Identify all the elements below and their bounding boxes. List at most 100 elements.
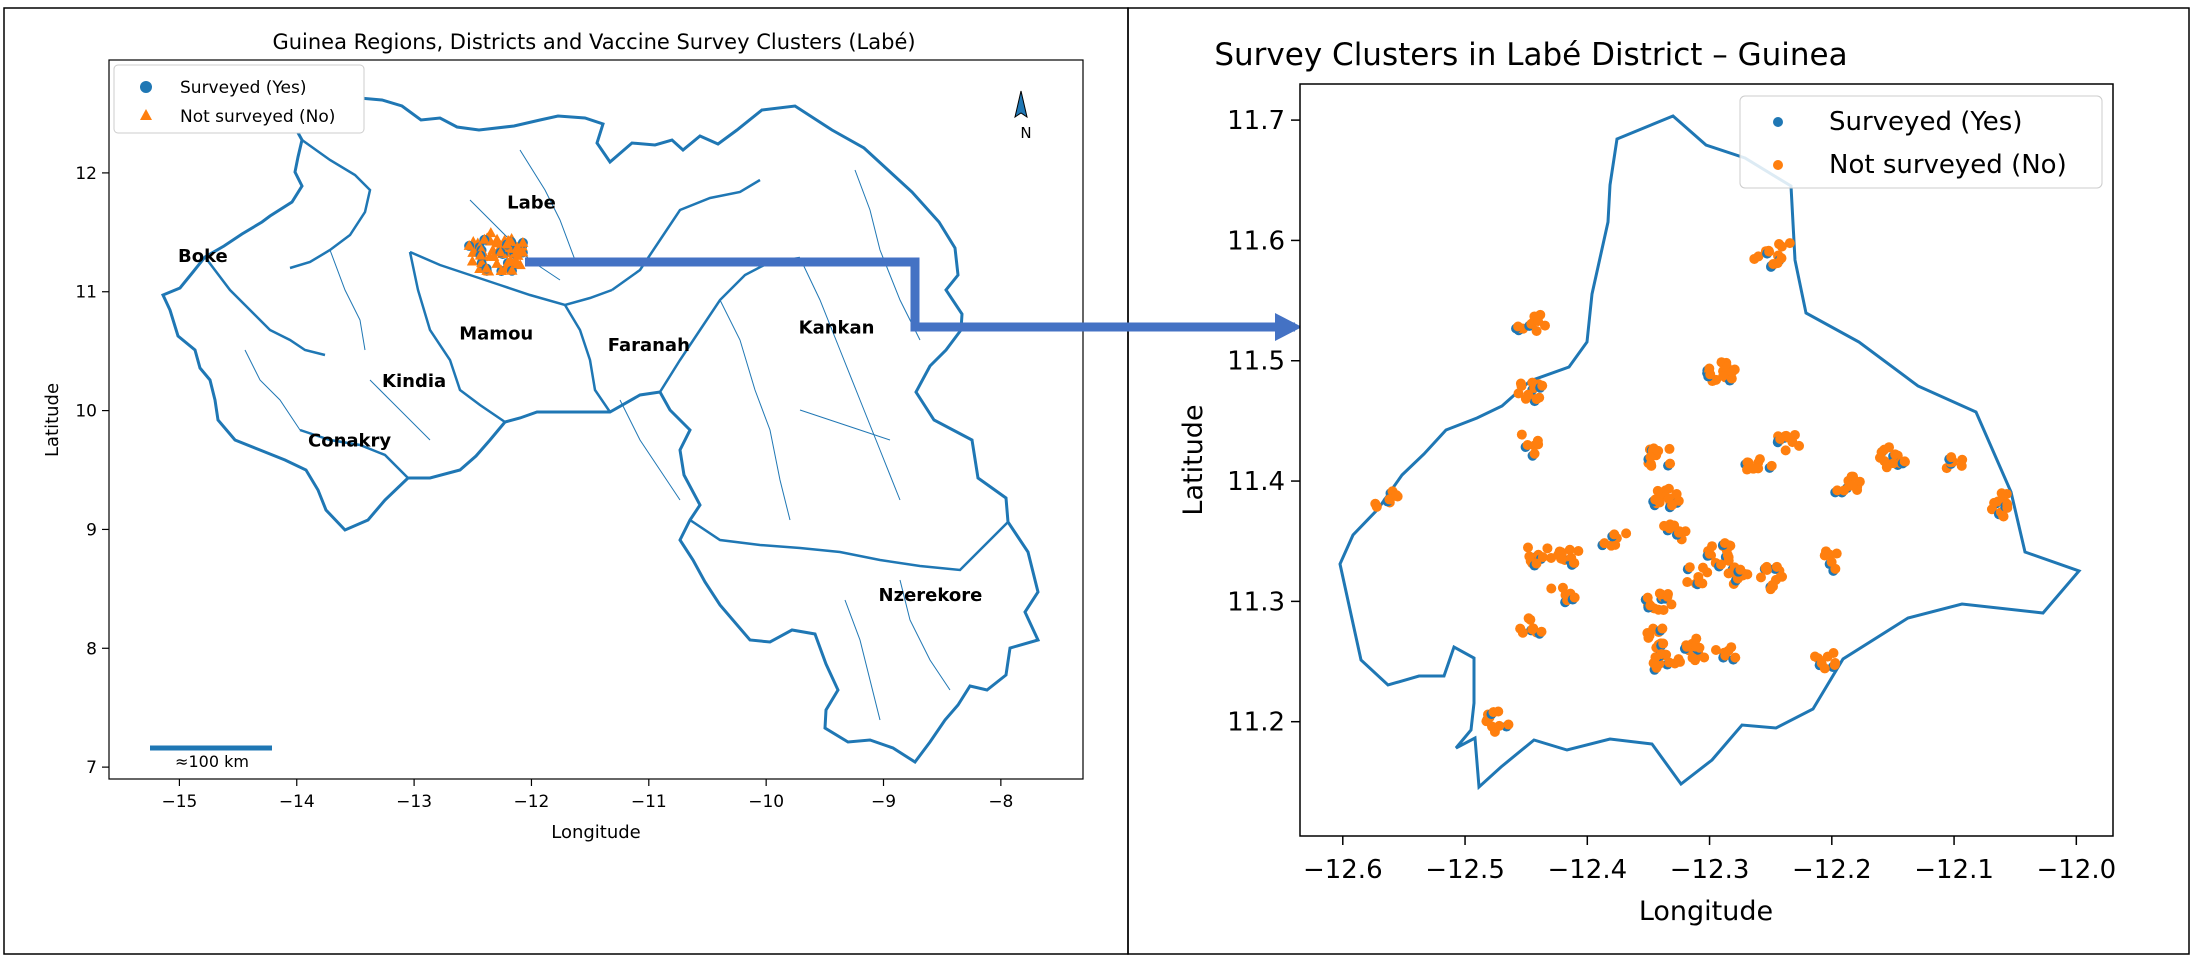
right-legend-no-marker <box>1773 160 1783 170</box>
right-xtick-label: −12.6 <box>1303 855 1383 885</box>
left-cluster-no <box>478 233 490 244</box>
cluster-point-not-surveyed <box>1564 544 1575 555</box>
right-ytick-label: 11.6 <box>1227 226 1285 256</box>
left-cluster-no <box>505 254 517 265</box>
cluster-point-not-surveyed <box>1674 526 1685 537</box>
left-xtick-label: −8 <box>988 792 1013 812</box>
cluster-point-not-surveyed <box>1537 380 1548 391</box>
cluster-point-not-surveyed <box>1691 633 1702 644</box>
left-ytick-label: 12 <box>75 164 97 184</box>
cluster-point-not-surveyed <box>1690 641 1701 652</box>
left-cluster-no <box>481 262 493 273</box>
cluster-point-not-surveyed <box>1828 648 1839 659</box>
region-label-nzerekore: Nzerekore <box>879 585 983 606</box>
left-xtick-label: −13 <box>396 792 432 812</box>
left-ytick-label: 7 <box>86 758 97 778</box>
left-map-title: Guinea Regions, Districts and Vaccine Su… <box>272 30 915 54</box>
north-arrow-icon <box>1014 90 1028 119</box>
cluster-point-not-surveyed <box>1819 550 1830 561</box>
left-cluster-no <box>491 237 503 248</box>
cluster-point-not-surveyed <box>1765 584 1776 595</box>
left-xtick-label: −9 <box>871 792 896 812</box>
left-cluster-no <box>463 239 475 250</box>
cluster-point-not-surveyed <box>1996 488 2007 499</box>
left-cluster-no <box>512 258 524 269</box>
left-cluster-no <box>474 249 486 260</box>
cluster-point-not-surveyed <box>1621 528 1632 539</box>
cluster-point-not-surveyed <box>1663 589 1674 600</box>
north-arrow: N <box>1014 90 1032 142</box>
cluster-point-not-surveyed <box>1573 546 1584 557</box>
cluster-point-not-surveyed <box>1516 380 1527 391</box>
cluster-point-not-surveyed <box>1710 645 1721 656</box>
cluster-point-not-surveyed <box>1699 652 1710 663</box>
left-legend-yes-label: Surveyed (Yes) <box>180 78 307 98</box>
zoom-connector-arrow <box>525 257 1295 332</box>
cluster-point-not-surveyed <box>1766 460 1777 471</box>
cluster-point-not-surveyed <box>1888 458 1899 469</box>
cluster-point-not-surveyed <box>1946 452 1957 463</box>
right-ytick-label: 11.3 <box>1227 587 1285 617</box>
cluster-point-not-surveyed <box>1748 463 1759 474</box>
cluster-point-not-surveyed <box>1659 520 1670 531</box>
cluster-point-not-surveyed <box>1697 562 1708 573</box>
right-legend-yes-label: Surveyed (Yes) <box>1829 107 2022 137</box>
right-map-ticks: −12.6 −12.5 −12.4 −12.3 −12.2 −12.1 −12.0 11.2 1… <box>1227 106 2116 885</box>
cluster-point-not-surveyed <box>1831 548 1842 559</box>
left-cluster-no <box>495 264 507 275</box>
cluster-point-not-surveyed <box>1546 583 1557 594</box>
left-cluster-no <box>506 264 518 275</box>
cluster-point-not-surveyed <box>1809 651 1820 662</box>
right-xtick-label: −12.3 <box>1670 855 1750 885</box>
region-label-boke: Boke <box>178 246 228 267</box>
cluster-point-not-surveyed <box>1682 577 1693 588</box>
cluster-point-not-surveyed <box>1775 433 1786 444</box>
cluster-point-not-surveyed <box>1371 501 1382 512</box>
region-label-kindia: Kindia <box>382 371 446 392</box>
region-label-conakry: Conakry <box>308 430 391 451</box>
zoom-connector-arrowhead <box>1275 313 1302 341</box>
cluster-point-not-surveyed <box>1557 553 1568 564</box>
district-border <box>719 299 791 521</box>
cluster-point-not-surveyed <box>1645 600 1656 611</box>
right-ytick-label: 11.7 <box>1227 106 1285 136</box>
cluster-point-not-surveyed <box>1542 543 1553 554</box>
guinea-country-outline <box>160 88 1041 765</box>
north-label: N <box>1020 124 1031 142</box>
cluster-point-not-surveyed <box>1705 369 1716 380</box>
region-border-labe-kankan <box>611 178 761 292</box>
cluster-point-not-surveyed <box>1716 559 1727 570</box>
labe-cluster-markers <box>463 227 529 276</box>
cluster-point-not-surveyed <box>1568 557 1579 568</box>
region-label-kankan: Kankan <box>799 317 875 338</box>
cluster-point-not-surveyed <box>1794 440 1805 451</box>
cluster-point-not-surveyed <box>1777 571 1788 582</box>
cluster-point-not-surveyed <box>1832 485 1843 496</box>
district-border <box>244 349 301 431</box>
left-cluster-no <box>511 245 523 256</box>
cluster-point-not-surveyed <box>1707 541 1718 552</box>
cluster-point-not-surveyed <box>1531 558 1542 569</box>
cluster-point-not-surveyed <box>1657 623 1668 634</box>
cluster-point-not-surveyed <box>1847 480 1858 491</box>
left-map-axes <box>108 59 1084 780</box>
left-xtick-label: −14 <box>279 792 315 812</box>
cluster-point-not-surveyed <box>1569 592 1580 603</box>
cluster-point-not-surveyed <box>1956 460 1967 471</box>
left-legend-no-label: Not surveyed (No) <box>180 107 335 127</box>
left-xtick-label: −11 <box>631 792 667 812</box>
region-border-kankan-nzerekore <box>689 518 1009 572</box>
left-map-ticks: −15 −14 −13 −12 −11 −10 −9 −8 7 8 9 10 11 12 <box>75 164 1013 812</box>
cluster-point-not-surveyed <box>1644 630 1655 641</box>
left-ytick-label: 10 <box>75 402 97 422</box>
right-legend-box <box>1739 95 2103 189</box>
cluster-point-not-surveyed <box>1884 442 1895 453</box>
cluster-point-not-surveyed <box>1642 592 1653 603</box>
labe-district-outline <box>1338 114 2082 791</box>
cluster-point-not-surveyed <box>1854 476 1865 487</box>
right-legend-yes-marker <box>1773 117 1783 127</box>
right-map-plot: Surveyed (Yes) Not surveyed (No) <box>1299 83 2114 837</box>
cluster-point-not-surveyed <box>1989 497 2000 508</box>
right-map-xlabel: Longitude <box>1639 896 1773 927</box>
